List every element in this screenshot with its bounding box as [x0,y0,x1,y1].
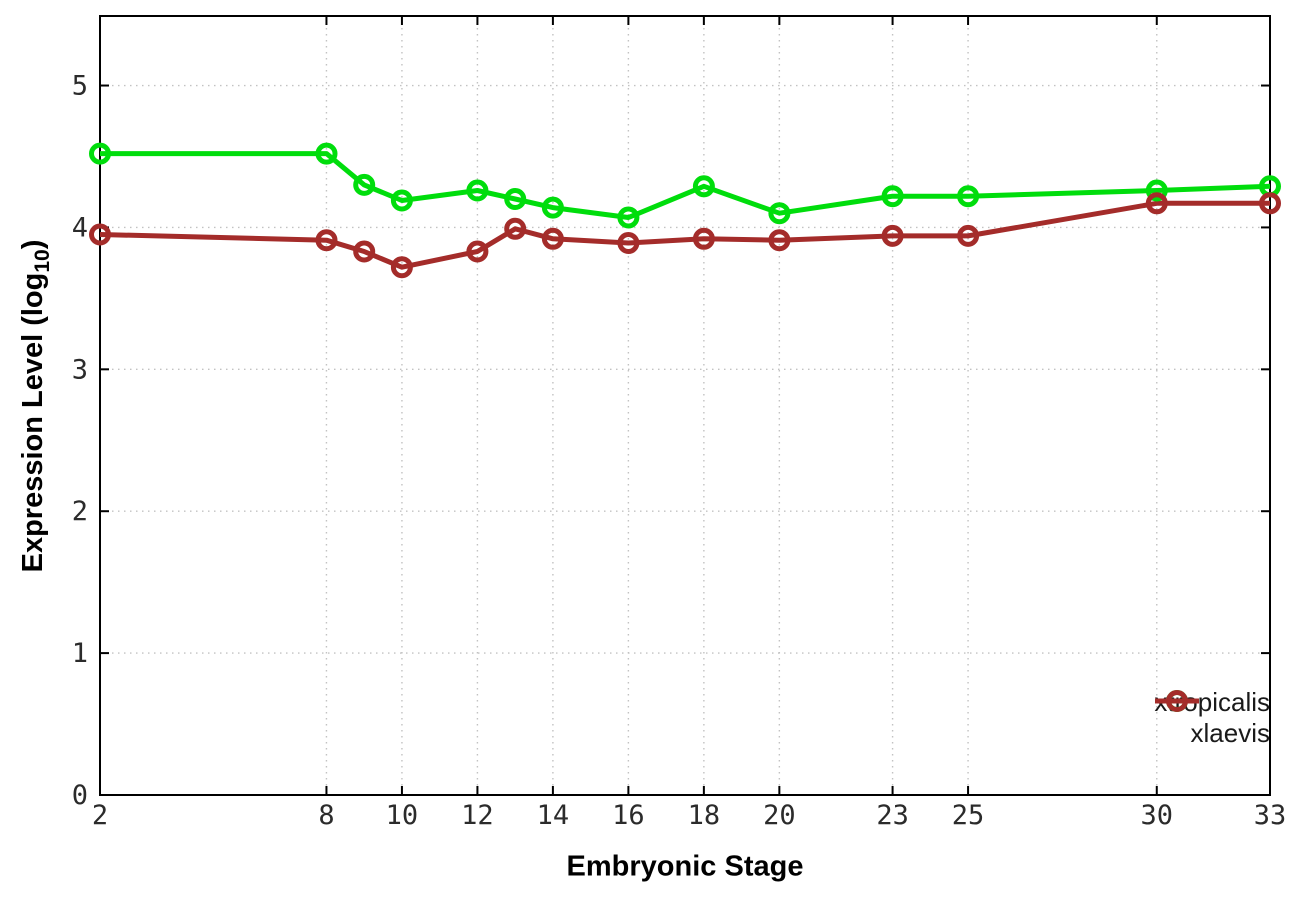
y-axis-title-subscript: 10 [31,249,54,273]
x-tick-label: 25 [952,800,985,831]
data-point-xlaevis-stage-25 [957,224,980,247]
x-tick-label: 12 [461,800,494,831]
data-point-xlaevis-stage-18 [692,227,715,250]
x-tick-label: 14 [537,800,570,831]
x-tick-label: 18 [688,800,721,831]
series-line-xlaevis [99,200,1270,270]
legend-label: xlaevis [1190,717,1270,748]
data-point-xtropicalis-stage-20 [768,202,791,225]
x-tick-label: 33 [1254,800,1287,831]
y-axis-title-text: Expression Level (log [17,272,49,573]
y-tick-label: 5 [72,71,88,102]
data-point-xtropicalis-stage-13 [504,188,527,210]
data-point-xtropicalis-stage-12 [466,179,489,202]
legend-circle [1166,690,1189,712]
data-point-xtropicalis-stage-8 [315,142,338,165]
data-point-xtropicalis-stage-10 [390,189,413,212]
data-point-xlaevis-stage-9 [353,240,376,263]
series-line-xtropicalis [100,151,1271,220]
data-point-xlaevis-stage-12 [466,240,489,263]
legend-marker-xlaevis [1155,690,1200,712]
x-tick-label: 10 [386,800,419,831]
data-point-xlaevis-stage-16 [617,232,640,254]
legend-item-xlaevis: xlaevis [1155,690,1270,748]
legend: xtropicalis xlaevis [1154,687,1270,747]
data-point-xtropicalis-stage-2 [89,142,111,165]
data-point-xlaevis-stage-13 [504,217,527,240]
data-point-xtropicalis-stage-14 [541,196,564,219]
data-point-xtropicalis-stage-23 [881,185,904,208]
data-point-xlaevis-stage-33 [1259,192,1281,215]
x-tick-label: 2 [92,800,108,831]
y-tick-label: 4 [72,212,88,243]
x-tick-label: 16 [612,800,645,831]
data-point-xtropicalis-stage-18 [692,175,715,198]
data-point-xtropicalis-stage-16 [617,206,640,229]
data-point-xlaevis-stage-10 [390,256,413,279]
data-point-xtropicalis-stage-30 [1145,179,1168,202]
data-point-xlaevis-stage-14 [541,227,564,250]
data-point-xlaevis-stage-23 [881,224,904,247]
y-axis-title: Expression Level (log10) [17,240,55,573]
data-point-xtropicalis-stage-9 [353,173,376,196]
x-tick-label: 20 [763,800,796,831]
x-tick-label: 8 [318,800,334,831]
y-tick-label: 3 [72,354,88,385]
data-point-xtropicalis-stage-25 [957,185,980,208]
y-axis-title-close: ) [17,239,49,250]
y-tick-label: 0 [72,780,88,811]
x-tick-label: 23 [876,800,909,831]
y-tick-label: 1 [72,638,88,669]
data-point-xlaevis-stage-30 [1145,192,1168,215]
x-axis-title: Embryonic Stage [566,850,804,883]
data-point-xlaevis-stage-20 [768,229,791,252]
plot-border [99,15,1271,796]
x-tick-label: 30 [1141,800,1174,831]
data-point-xlaevis-stage-8 [315,229,338,252]
data-point-xlaevis-stage-2 [89,223,111,246]
y-tick-label: 2 [72,496,88,527]
